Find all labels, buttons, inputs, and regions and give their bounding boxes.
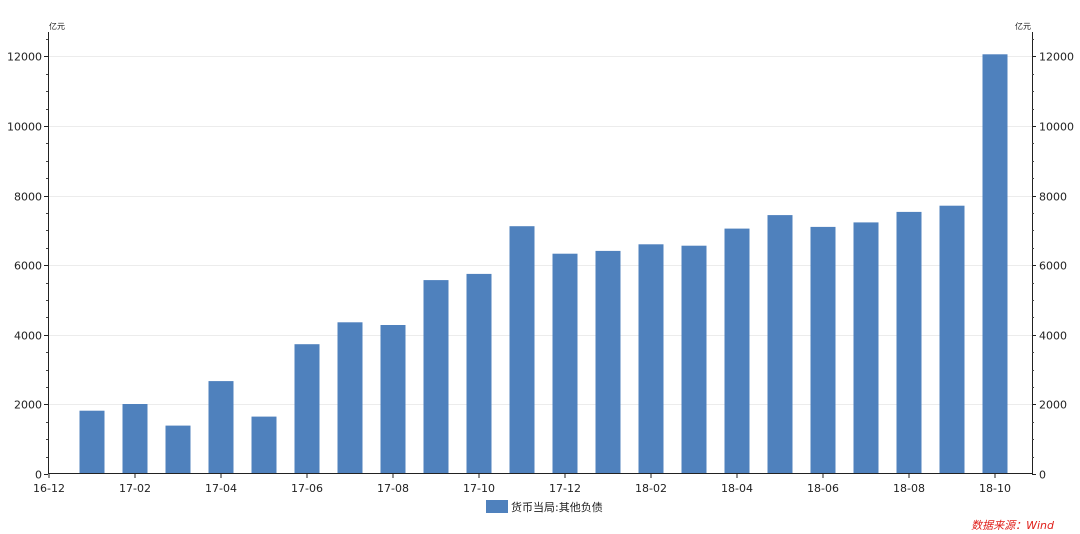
bar (681, 245, 707, 474)
tick-labels: 0 0 2000 2000 4000 4000 6000 6000 8000 8000 10000 1… (7, 39, 1074, 495)
right-y-tick-label: 4000 (1039, 330, 1067, 343)
x-tick-label: 17-04 (205, 482, 237, 495)
legend-label: 货币当局:其他负债 (511, 500, 603, 514)
x-tick-label: 18-06 (807, 482, 839, 495)
legend-swatch (486, 500, 508, 513)
x-tick-label: 17-10 (463, 482, 495, 495)
bars (79, 54, 1008, 475)
right-y-tick-label: 8000 (1039, 191, 1067, 204)
bar (122, 404, 148, 474)
left-y-tick-label: 8000 (14, 191, 42, 204)
right-y-tick-label: 2000 (1039, 399, 1067, 412)
bar (509, 226, 535, 474)
right-y-tick-label: 12000 (1039, 51, 1074, 64)
x-tick-label: 16-12 (33, 482, 65, 495)
right-y-tick-label: 10000 (1039, 121, 1074, 134)
bar (380, 325, 406, 474)
bar (982, 54, 1008, 475)
bar (810, 226, 836, 474)
axes: 亿元 亿元 (48, 21, 1033, 474)
bar (208, 381, 234, 474)
left-y-tick-label: 10000 (7, 121, 42, 134)
left-y-tick-label: 4000 (14, 330, 42, 343)
bar (79, 410, 105, 474)
bar (466, 273, 492, 474)
bar (595, 250, 621, 474)
left-y-tick-label: 0 (35, 469, 42, 482)
bar (165, 425, 191, 474)
gridlines (48, 56, 1032, 405)
bar (767, 215, 793, 474)
bar (939, 205, 965, 474)
x-tick-label: 18-04 (721, 482, 753, 495)
bar (853, 222, 879, 474)
bar (724, 228, 750, 474)
left-y-unit-label: 亿元 (49, 21, 65, 31)
bar (423, 280, 449, 474)
x-tick-label: 17-06 (291, 482, 323, 495)
bar (638, 244, 664, 474)
x-tick-label: 18-10 (979, 482, 1011, 495)
x-tick-label: 17-02 (119, 482, 151, 495)
right-y-tick-label: 6000 (1039, 260, 1067, 273)
bar (552, 253, 578, 474)
left-y-tick-label: 6000 (14, 260, 42, 273)
x-tick-label: 17-08 (377, 482, 409, 495)
legend: 货币当局:其他负债 (486, 500, 603, 514)
x-tick-label: 17-12 (549, 482, 581, 495)
bar (251, 416, 277, 474)
x-tick-label: 18-02 (635, 482, 667, 495)
bar (294, 344, 320, 474)
x-tick-label: 18-08 (893, 482, 925, 495)
right-y-unit-label: 亿元 (1015, 21, 1031, 31)
left-y-tick-label: 2000 (14, 399, 42, 412)
right-y-tick-label: 0 (1039, 469, 1046, 482)
source-note: 数据来源：Wind (971, 519, 1055, 532)
bar (337, 322, 363, 474)
bar (896, 211, 922, 474)
left-y-tick-label: 12000 (7, 51, 42, 64)
